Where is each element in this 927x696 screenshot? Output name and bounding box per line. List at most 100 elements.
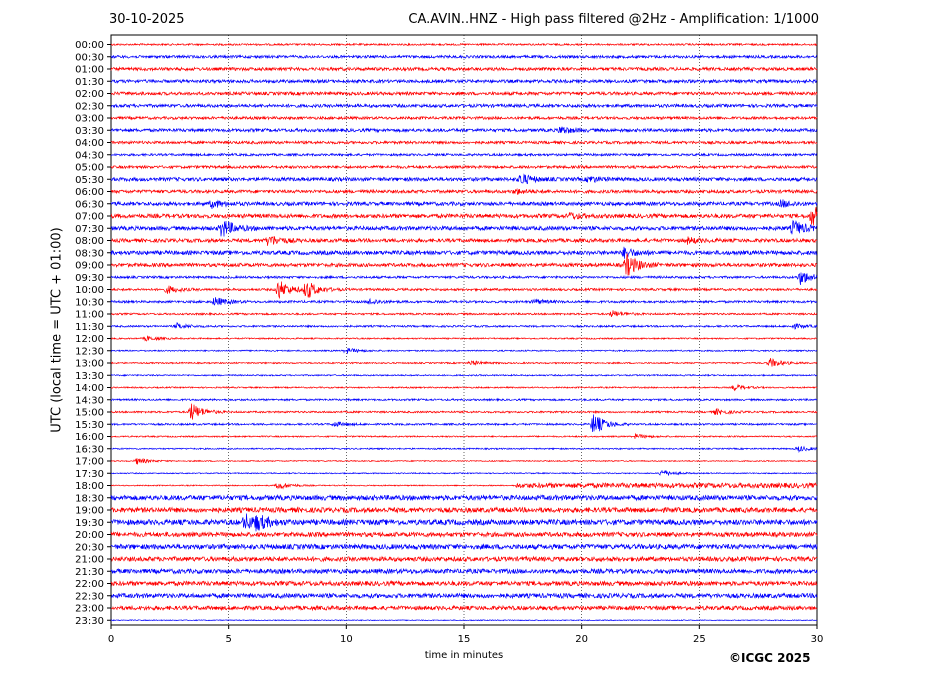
seismic-trace bbox=[110, 531, 818, 539]
y-tick-label: 13:30 bbox=[75, 371, 104, 382]
y-tick-label: 20:30 bbox=[75, 542, 104, 553]
x-tick-label: 25 bbox=[693, 634, 706, 645]
y-tick-label: 23:00 bbox=[75, 604, 104, 615]
seismic-trace bbox=[110, 187, 818, 195]
y-tick-label: 07:30 bbox=[75, 224, 104, 235]
chart-date: 30-10-2025 bbox=[109, 12, 185, 27]
seismic-trace bbox=[110, 432, 818, 439]
seismic-trace bbox=[110, 42, 818, 47]
y-tick-label: 02:00 bbox=[75, 89, 104, 100]
y-tick-label: 21:00 bbox=[75, 555, 104, 566]
y-tick-label: 14:00 bbox=[75, 383, 104, 394]
seismic-trace bbox=[110, 347, 818, 354]
copyright-notice: ©ICGC 2025 bbox=[729, 651, 811, 665]
seismic-trace bbox=[110, 246, 818, 259]
y-tick-label: 03:00 bbox=[75, 114, 104, 125]
seismic-trace bbox=[110, 126, 818, 134]
seismic-trace bbox=[110, 373, 818, 377]
y-tick-label: 00:00 bbox=[75, 40, 104, 51]
y-tick-label: 19:00 bbox=[75, 506, 104, 517]
y-tick-label: 12:00 bbox=[75, 334, 104, 345]
x-tick-label: 10 bbox=[340, 634, 353, 645]
y-tick-label: 11:00 bbox=[75, 310, 104, 321]
y-tick-label: 06:30 bbox=[75, 199, 104, 210]
y-tick-label: 14:30 bbox=[75, 395, 104, 406]
y-tick-label: 18:00 bbox=[75, 481, 104, 492]
y-tick-label: 15:00 bbox=[75, 408, 104, 419]
seismic-trace bbox=[110, 414, 818, 432]
y-tick-label: 19:30 bbox=[75, 518, 104, 529]
y-tick-label: 11:30 bbox=[75, 322, 104, 333]
y-tick-label: 06:00 bbox=[75, 187, 104, 198]
seismic-trace bbox=[110, 322, 818, 330]
seismic-trace bbox=[110, 115, 818, 121]
seismic-trace bbox=[110, 281, 818, 300]
seismic-trace bbox=[110, 604, 818, 612]
y-tick-label: 00:30 bbox=[75, 52, 104, 63]
seismic-trace bbox=[110, 457, 818, 465]
seismic-trace bbox=[110, 335, 818, 342]
seismic-trace bbox=[110, 619, 818, 622]
seismic-trace bbox=[110, 102, 818, 109]
seismic-trace bbox=[110, 152, 818, 158]
y-tick-label: 05:30 bbox=[75, 175, 104, 186]
y-tick-label: 16:00 bbox=[75, 432, 104, 443]
x-axis-label: time in minutes bbox=[424, 650, 504, 661]
y-tick-label: 02:30 bbox=[75, 101, 104, 112]
seismic-trace bbox=[110, 494, 818, 502]
seismic-trace bbox=[110, 139, 818, 146]
y-tick-label: 17:30 bbox=[75, 469, 104, 480]
y-tick-label: 09:30 bbox=[75, 273, 104, 284]
seismic-trace bbox=[110, 219, 818, 237]
y-tick-label: 12:30 bbox=[75, 346, 104, 357]
y-axis-label: UTC (local time = UTC + 01:00) bbox=[49, 227, 65, 433]
seismic-trace bbox=[110, 54, 818, 60]
y-tick-label: 05:00 bbox=[75, 163, 104, 174]
y-tick-label: 10:30 bbox=[75, 297, 104, 308]
y-tick-label: 09:00 bbox=[75, 261, 104, 272]
y-tick-label: 20:00 bbox=[75, 530, 104, 541]
seismic-trace bbox=[110, 397, 818, 402]
y-tick-label: 08:30 bbox=[75, 248, 104, 259]
y-tick-label: 04:30 bbox=[75, 150, 104, 161]
seismic-trace bbox=[110, 481, 818, 490]
y-tick-label: 22:30 bbox=[75, 591, 104, 602]
seismic-trace bbox=[110, 236, 818, 246]
seismic-trace bbox=[110, 198, 818, 209]
seismic-trace bbox=[110, 470, 818, 476]
x-tick-label: 5 bbox=[225, 634, 231, 645]
y-tick-label: 23:30 bbox=[75, 616, 104, 627]
seismic-trace bbox=[110, 445, 818, 454]
seismic-trace bbox=[110, 555, 818, 563]
x-tick-label: 15 bbox=[458, 634, 471, 645]
y-tick-label: 21:30 bbox=[75, 567, 104, 578]
y-tick-label: 16:30 bbox=[75, 444, 104, 455]
seismic-trace bbox=[110, 506, 818, 514]
y-tick-label: 10:00 bbox=[75, 285, 104, 296]
seismic-trace bbox=[110, 90, 818, 97]
seismic-trace bbox=[110, 567, 818, 575]
seismic-trace bbox=[110, 78, 818, 85]
seismic-trace bbox=[110, 272, 818, 286]
seismic-trace bbox=[110, 207, 818, 226]
y-tick-label: 07:00 bbox=[75, 212, 104, 223]
seismic-trace bbox=[110, 403, 818, 420]
y-tick-label: 15:30 bbox=[75, 420, 104, 431]
seismic-trace bbox=[110, 543, 818, 551]
chart-title: CA.AVIN..HNZ - High pass filtered @2Hz -… bbox=[408, 12, 819, 27]
seismic-trace bbox=[110, 253, 818, 276]
seismic-trace bbox=[110, 579, 818, 587]
seismic-trace bbox=[110, 592, 818, 600]
seismic-trace bbox=[110, 66, 818, 72]
x-tick-label: 0 bbox=[108, 634, 114, 645]
y-tick-label: 01:30 bbox=[75, 77, 104, 88]
seismic-trace bbox=[110, 297, 818, 306]
y-tick-label: 03:30 bbox=[75, 126, 104, 137]
y-tick-label: 04:00 bbox=[75, 138, 104, 149]
y-tick-label: 08:00 bbox=[75, 236, 104, 247]
seismic-trace bbox=[110, 164, 818, 170]
seismic-trace bbox=[110, 310, 818, 318]
y-tick-label: 13:00 bbox=[75, 359, 104, 370]
seismic-trace bbox=[110, 383, 818, 392]
